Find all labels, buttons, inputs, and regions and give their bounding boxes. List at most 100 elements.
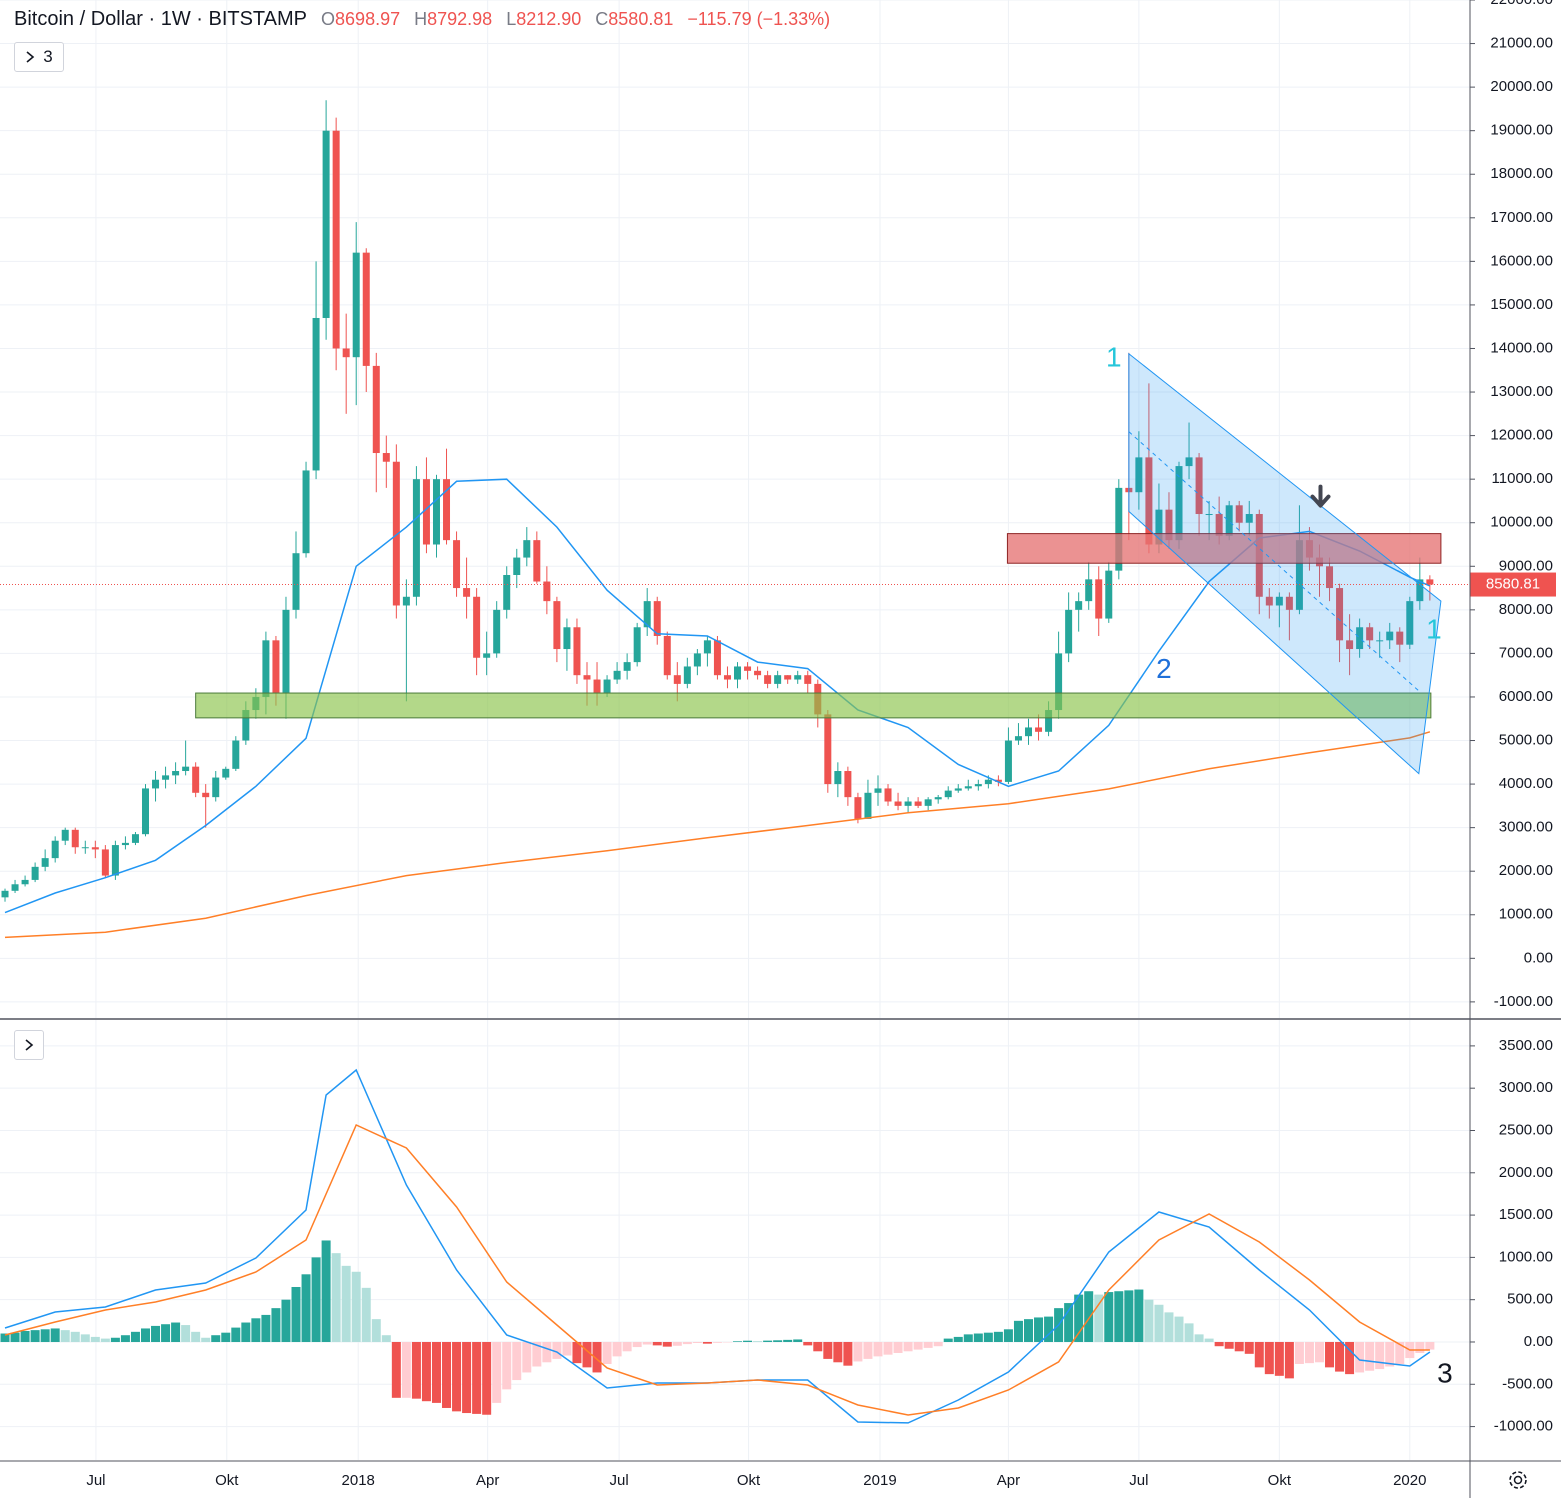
histogram-bar (1214, 1341, 1224, 1347)
candle-body (1396, 631, 1404, 645)
candle-body (1205, 514, 1213, 516)
histogram-bar (341, 1265, 351, 1342)
candle-body (382, 453, 390, 462)
candle-body (934, 797, 942, 800)
candle-body (643, 601, 651, 628)
candle-body (101, 849, 109, 876)
y-tick-label: 9000.00 (1499, 557, 1553, 574)
x-tick-label: Okt (215, 1472, 239, 1489)
x-tick-label: Okt (737, 1472, 761, 1489)
histogram-bar (1385, 1341, 1395, 1367)
candle-body (673, 675, 681, 684)
candle-body (804, 675, 812, 684)
candle-body (1275, 596, 1283, 606)
histogram-bar (161, 1324, 171, 1342)
histogram-bar (1395, 1341, 1405, 1364)
histogram-bar (642, 1341, 652, 1345)
candle-body (212, 777, 220, 798)
histogram-bar (181, 1325, 191, 1342)
y-tick-label: 14000.00 (1490, 339, 1553, 356)
histogram-bar (381, 1335, 391, 1342)
y-tick-label: 11000.00 (1492, 470, 1553, 487)
candle-body (31, 866, 39, 880)
candle-body (693, 653, 701, 667)
candle-body (1376, 640, 1384, 642)
histogram-bar (1365, 1341, 1375, 1371)
y-tick-label: 10000.00 (1490, 514, 1553, 531)
y-tick-label: 1000.00 (1499, 1248, 1553, 1265)
histogram-bar (492, 1341, 502, 1403)
histogram-bar (291, 1286, 301, 1342)
histogram-bar (903, 1341, 913, 1352)
histogram-bar (773, 1340, 783, 1342)
histogram-bar (793, 1339, 803, 1342)
histogram-bar (893, 1341, 903, 1353)
histogram-bar (221, 1332, 231, 1342)
trend-channel (1128, 352, 1442, 775)
histogram-bar (1425, 1341, 1435, 1350)
histogram-bar (602, 1341, 612, 1364)
candle-body (563, 627, 571, 650)
x-tick-label: Jul (610, 1472, 629, 1489)
histogram-bar (1074, 1294, 1084, 1342)
histogram-bar (1114, 1291, 1124, 1342)
indicator-count: 3 (43, 47, 53, 66)
last-price-tag (1470, 572, 1556, 597)
candle-body (222, 768, 230, 778)
histogram-bar (100, 1338, 110, 1342)
y-tick-label: 5000.00 (1499, 731, 1553, 748)
annotation-label: 2 (1156, 653, 1172, 684)
candle-body (412, 479, 420, 597)
candle-body (1346, 640, 1354, 650)
candle-body (1115, 487, 1123, 571)
indicators-toggle[interactable]: 3 (14, 42, 64, 72)
histogram-bar (20, 1330, 30, 1342)
histogram-bar (80, 1334, 90, 1342)
histogram-bar (853, 1341, 863, 1362)
candle-body (302, 470, 310, 554)
candle-body (1135, 457, 1143, 493)
histogram-bar (1104, 1292, 1114, 1342)
y-tick-label: 22000.00 (1490, 0, 1553, 8)
histogram-bar (40, 1329, 50, 1342)
pane-legend-toggle[interactable] (14, 1030, 44, 1060)
candle-body (1045, 710, 1053, 732)
histogram-bar (863, 1341, 873, 1359)
histogram-bar (813, 1341, 823, 1352)
candle-body (954, 788, 962, 791)
candle-body (633, 627, 641, 663)
histogram-bar (171, 1322, 181, 1342)
candle-body (844, 771, 852, 798)
candle-body (924, 799, 932, 806)
histogram-bar (442, 1341, 452, 1408)
ohlc-item: H8792.98 (414, 8, 492, 31)
candle-body (543, 581, 551, 602)
gear-inner[interactable] (1513, 1475, 1523, 1485)
histogram-bar (1254, 1341, 1264, 1368)
gear-outer[interactable] (1509, 1471, 1527, 1489)
candle-body (503, 574, 511, 610)
x-tick-label: Apr (997, 1472, 1020, 1489)
chevron (25, 1039, 34, 1051)
candle-body (1406, 601, 1414, 645)
candle-body (593, 679, 601, 693)
indicator-line (4, 1124, 1430, 1416)
annotation-label: 3 (1437, 1357, 1453, 1388)
candle-body (1295, 540, 1303, 610)
histogram-bar (562, 1341, 572, 1356)
histogram-bar (261, 1314, 271, 1342)
y-tick-label: 2000.00 (1499, 862, 1553, 879)
candle-body (91, 847, 99, 850)
settings-icon[interactable] (1509, 1471, 1527, 1489)
histogram-bar (90, 1336, 100, 1342)
candle-body (272, 640, 280, 693)
histogram-bar (1304, 1341, 1314, 1364)
candle-body (1326, 566, 1334, 589)
y-tick-label: 13000.00 (1490, 383, 1553, 400)
histogram-bar (753, 1341, 763, 1342)
histogram-bar (1375, 1341, 1385, 1370)
histogram-bar (803, 1341, 813, 1346)
candle-body (874, 788, 882, 793)
y-tick-label: 6000.00 (1499, 688, 1553, 705)
